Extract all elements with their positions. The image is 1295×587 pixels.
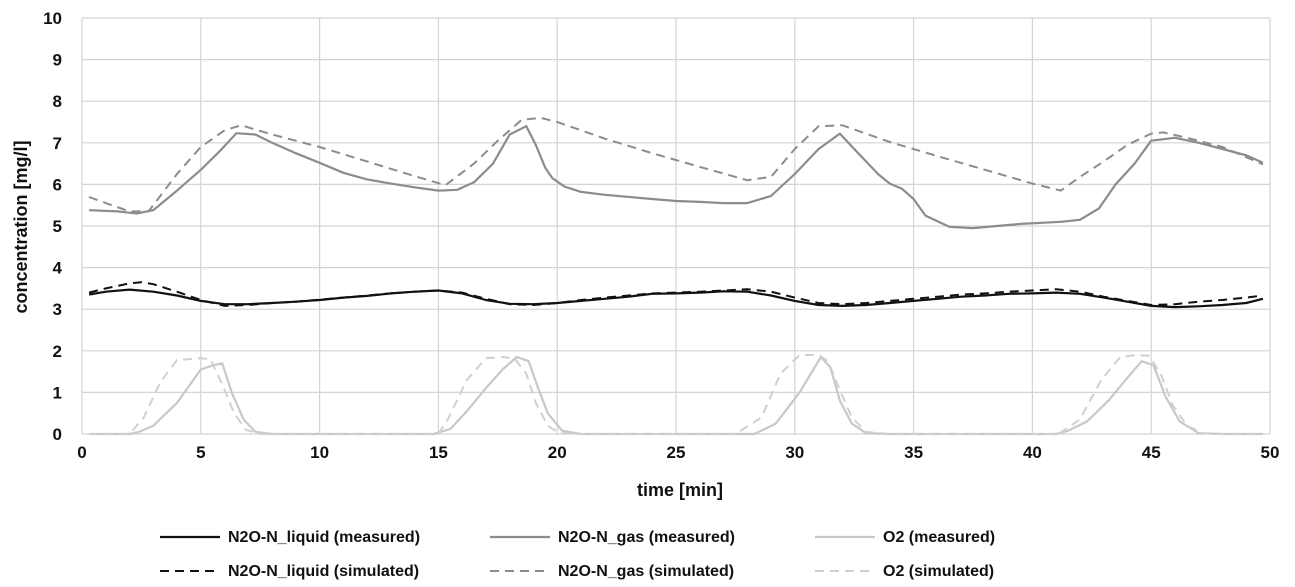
x-axis-label: time [min]: [637, 480, 723, 500]
y-tick-label: 8: [53, 92, 62, 111]
x-tick-label: 45: [1142, 443, 1161, 462]
series-lines: [88, 116, 1264, 436]
y-tick-label: 7: [53, 134, 62, 153]
x-tick-label: 30: [785, 443, 804, 462]
legend-label: O2 (simulated): [883, 563, 994, 580]
x-tick-label: 0: [77, 443, 86, 462]
legend-label: N2O-N_liquid (measured): [228, 529, 420, 546]
x-tick-label: 20: [548, 443, 567, 462]
x-tick-label: 25: [667, 443, 686, 462]
y-tick-label: 1: [53, 383, 62, 402]
x-tick-label: 40: [1023, 443, 1042, 462]
y-tick-label: 2: [53, 342, 62, 361]
y-tick-label: 9: [53, 51, 62, 70]
legend-label: O2 (measured): [883, 529, 995, 546]
y-axis-label: concentration [mg/l]: [11, 140, 31, 313]
grid-lines: [81, 17, 1271, 435]
y-tick-label: 6: [53, 175, 62, 194]
legend-label: N2O-N_gas (simulated): [558, 563, 734, 580]
legend: N2O-N_liquid (measured) N2O-N_gas (measur…: [160, 529, 995, 580]
x-tick-label: 35: [904, 443, 923, 462]
y-tick-label: 3: [53, 300, 62, 319]
y-tick-label: 5: [53, 217, 62, 236]
x-tick-label: 10: [310, 443, 329, 462]
x-tick-label: 50: [1261, 443, 1280, 462]
series-line-3: [88, 116, 1264, 213]
y-tick-label: 0: [53, 425, 62, 444]
y-tick-label: 4: [53, 259, 63, 278]
legend-label: N2O-N_liquid (simulated): [228, 563, 419, 580]
series-line-2: [89, 125, 1264, 230]
series-line-4: [89, 355, 1263, 436]
x-tick-label: 5: [196, 443, 205, 462]
x-tick-label: 15: [429, 443, 448, 462]
y-tick-label: 10: [43, 9, 62, 28]
legend-label: N2O-N_gas (measured): [558, 529, 735, 546]
series-line-5: [89, 354, 1263, 435]
